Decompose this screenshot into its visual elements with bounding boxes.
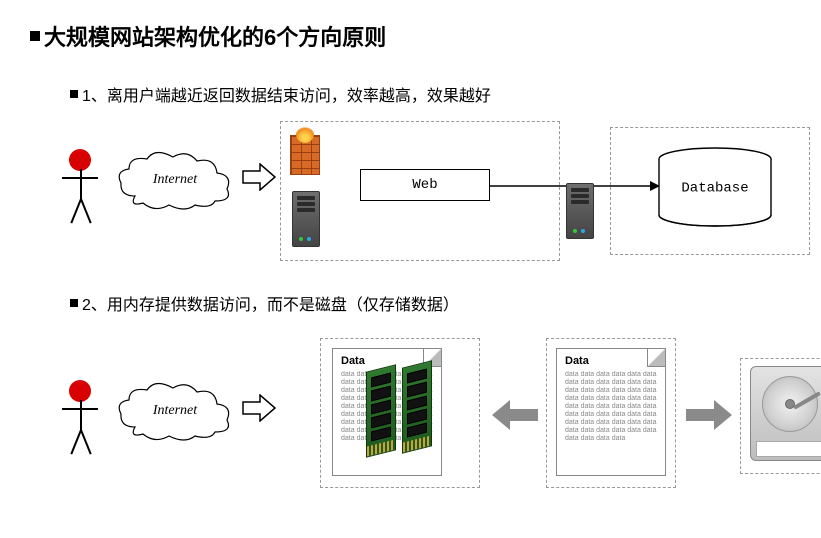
firewall-icon (290, 135, 320, 175)
internet-cloud-icon: Internet (115, 382, 235, 442)
ram-icon (360, 362, 450, 452)
bullet-icon (70, 90, 78, 98)
diagram-2: Internet Data data data data data data d… (60, 330, 820, 500)
internet-label: Internet (153, 172, 197, 188)
diagram-1: Internet Web Database (60, 121, 820, 281)
bullet-icon (70, 299, 78, 307)
database-icon: Database (656, 147, 774, 227)
page-title-row: 大规模网站架构优化的6个方向原则 (30, 20, 791, 52)
principle-2-num: 2、 (82, 291, 107, 315)
arrow-left-icon (492, 400, 538, 435)
arrow-icon (242, 394, 276, 422)
internet-label: Internet (153, 403, 197, 419)
data-document-icon: Data data data data data data data data … (556, 348, 666, 476)
user-icon (60, 380, 100, 460)
server-icon (566, 183, 594, 239)
hdd-icon (750, 366, 821, 461)
web-label: Web (412, 177, 437, 193)
internet-cloud-icon: Internet (115, 151, 235, 211)
principle-1-row: 1、 离用户端越近返回数据结束访问，效率越高，效果越好 (70, 82, 791, 106)
data-label: Data (565, 355, 589, 367)
server-icon (292, 191, 320, 247)
principle-2-text: 用内存提供数据访问，而不是磁盘（仅存储数据） (107, 291, 459, 315)
principle-1-num: 1、 (82, 82, 107, 106)
arrow-right-icon (686, 400, 732, 435)
principle-2-row: 2、 用内存提供数据访问，而不是磁盘（仅存储数据） (70, 291, 791, 315)
data-filler: data data data data data data data data … (565, 371, 657, 467)
title-bullet-icon (30, 31, 40, 41)
web-box: Web (360, 169, 490, 201)
page-title: 大规模网站架构优化的6个方向原则 (44, 20, 386, 52)
arrow-icon (242, 163, 276, 191)
database-label: Database (681, 181, 748, 197)
user-icon (60, 149, 100, 229)
principle-1-text: 离用户端越近返回数据结束访问，效率越高，效果越好 (107, 82, 491, 106)
